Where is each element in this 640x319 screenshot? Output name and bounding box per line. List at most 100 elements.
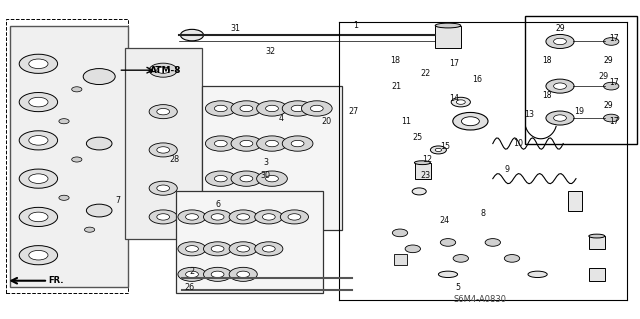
Ellipse shape [589,234,605,238]
Bar [435,26,461,48]
Circle shape [29,212,48,222]
Text: 27: 27 [349,107,359,116]
Circle shape [149,143,177,157]
Circle shape [546,34,574,48]
Text: 31: 31 [230,24,241,33]
Text: 3: 3 [263,158,268,167]
Circle shape [266,105,278,112]
Text: 26: 26 [184,283,195,292]
Ellipse shape [528,271,547,278]
Circle shape [149,210,177,224]
Circle shape [86,137,112,150]
Circle shape [237,214,250,220]
Circle shape [231,101,262,116]
Ellipse shape [435,23,461,28]
Text: 29: 29 [603,101,613,110]
Circle shape [72,87,82,92]
Circle shape [554,83,566,89]
Circle shape [157,67,170,73]
Circle shape [301,101,332,116]
Circle shape [157,108,170,115]
Circle shape [604,82,619,90]
Text: ATM-8: ATM-8 [150,66,182,75]
Ellipse shape [438,271,458,278]
Circle shape [29,250,48,260]
Circle shape [282,136,313,151]
Circle shape [83,69,115,85]
Text: 7: 7 [116,197,121,205]
Circle shape [266,175,278,182]
Bar [10,26,128,287]
Circle shape [19,54,58,73]
Circle shape [59,119,69,124]
Circle shape [211,246,224,252]
Circle shape [149,105,177,119]
Circle shape [214,105,227,112]
Text: 13: 13 [524,110,534,119]
Text: 29: 29 [603,56,613,65]
Ellipse shape [435,148,442,152]
Circle shape [280,210,308,224]
Circle shape [266,140,278,147]
Circle shape [211,214,224,220]
Circle shape [204,242,232,256]
Circle shape [392,229,408,237]
Circle shape [453,255,468,262]
Circle shape [186,246,198,252]
Ellipse shape [456,100,465,104]
Circle shape [211,271,224,278]
Text: 22: 22 [420,69,431,78]
Circle shape [214,198,227,204]
Circle shape [282,101,313,116]
Circle shape [440,239,456,246]
Text: 5: 5 [455,283,460,292]
Circle shape [240,105,253,112]
Circle shape [205,136,236,151]
Circle shape [229,210,257,224]
Circle shape [229,242,257,256]
Circle shape [59,195,69,200]
Text: 6: 6 [215,200,220,209]
Circle shape [288,214,301,220]
Circle shape [229,267,257,281]
Ellipse shape [453,113,488,130]
Circle shape [243,198,256,204]
Bar [394,254,407,265]
Circle shape [204,210,232,224]
Text: 25: 25 [413,133,423,142]
Text: 29: 29 [555,24,565,33]
Circle shape [157,214,170,220]
Circle shape [180,29,204,41]
Ellipse shape [431,146,447,154]
Bar [589,236,605,249]
Circle shape [19,169,58,188]
Bar [525,16,637,144]
Circle shape [19,246,58,265]
Circle shape [149,181,177,195]
Bar [176,191,323,293]
Text: 9: 9 [505,165,510,174]
Circle shape [240,175,253,182]
Ellipse shape [412,188,426,195]
Circle shape [157,185,170,191]
Circle shape [19,131,58,150]
Circle shape [604,114,619,122]
Circle shape [240,140,253,147]
Circle shape [186,214,198,220]
Text: 16: 16 [472,75,482,84]
Circle shape [157,147,170,153]
Text: 10: 10 [513,139,524,148]
Text: 19: 19 [574,107,584,116]
Circle shape [255,210,283,224]
Text: 20: 20 [321,117,332,126]
Circle shape [405,245,420,253]
Text: 23: 23 [420,171,431,180]
Circle shape [214,175,227,182]
Text: 12: 12 [422,155,433,164]
Text: 17: 17 [609,34,620,43]
Circle shape [554,115,566,121]
Text: 29: 29 [598,72,609,81]
Text: 1: 1 [353,21,358,30]
Text: 18: 18 [543,91,552,100]
Circle shape [291,140,304,147]
